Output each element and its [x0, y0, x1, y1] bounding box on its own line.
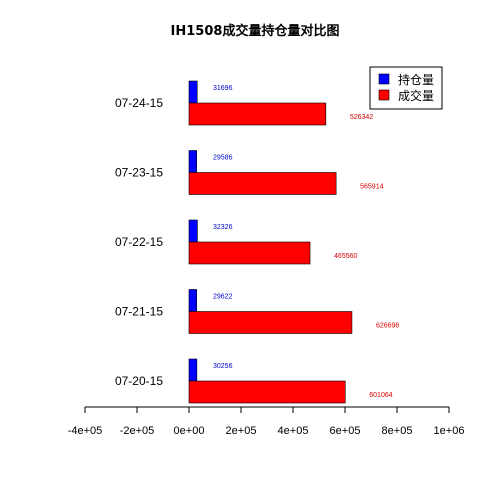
bar-holding [188, 289, 198, 312]
data-label-volume: 526342 [350, 114, 373, 121]
category-label: 07-23-15 [115, 166, 163, 180]
legend-swatch [378, 73, 390, 85]
bar-group: 29586 565914 07-23-15 [115, 150, 384, 195]
x-tick-label: -2e+05 [120, 425, 155, 437]
bar-volume [188, 102, 327, 126]
category-label: 07-24-15 [115, 96, 163, 110]
data-label-holding: 30256 [213, 363, 233, 370]
bar-holding [188, 219, 198, 243]
bar-volume [188, 241, 311, 265]
x-tick-label: 0e+00 [174, 425, 205, 437]
bar-group: 30256 601064 07-20-15 [115, 358, 393, 404]
data-label-holding: 31696 [213, 85, 233, 92]
bar-group: 32326 465560 07-22-15 [115, 219, 358, 265]
data-label-volume: 601064 [369, 392, 392, 399]
data-label-holding: 29622 [213, 294, 233, 301]
category-label: 07-20-15 [115, 374, 163, 388]
bar-volume [188, 172, 337, 195]
bar-volume [188, 380, 346, 404]
chart-title: IH1508成交量持仓量对比图 [171, 23, 340, 39]
bar-holding [188, 80, 198, 104]
data-label-holding: 29586 [213, 155, 233, 162]
x-tick-label: 6e+05 [330, 425, 361, 437]
bar-group: 31696 526342 07-24-15 [115, 80, 373, 126]
bar-holding [188, 150, 197, 173]
legend-label: 持仓量 [398, 72, 434, 87]
data-label-volume: 465560 [334, 253, 357, 260]
legend-swatch [378, 89, 390, 101]
x-axis: -4e+05 -2e+05 0e+00 2e+05 4e+05 6e+05 8e+05 1e+… [68, 406, 465, 437]
bar-volume [188, 311, 353, 334]
plot-area: 30256 601064 07-20-15 29622 626696 07-21-15 32… [115, 80, 399, 404]
x-tick-label: 1e+06 [434, 425, 465, 437]
bar-holding [188, 358, 198, 382]
bar-group: 29622 626696 07-21-15 [115, 289, 399, 334]
category-label: 07-22-15 [115, 235, 163, 249]
legend-label: 成交量 [398, 88, 434, 103]
data-label-volume: 565914 [360, 184, 383, 191]
data-label-volume: 626696 [376, 323, 399, 330]
x-tick-label: 8e+05 [382, 425, 413, 437]
category-label: 07-21-15 [115, 305, 163, 319]
x-tick-label: 2e+05 [226, 425, 257, 437]
x-tick-label: -4e+05 [68, 425, 103, 437]
x-tick-label: 4e+05 [278, 425, 309, 437]
data-label-holding: 32326 [213, 224, 233, 231]
